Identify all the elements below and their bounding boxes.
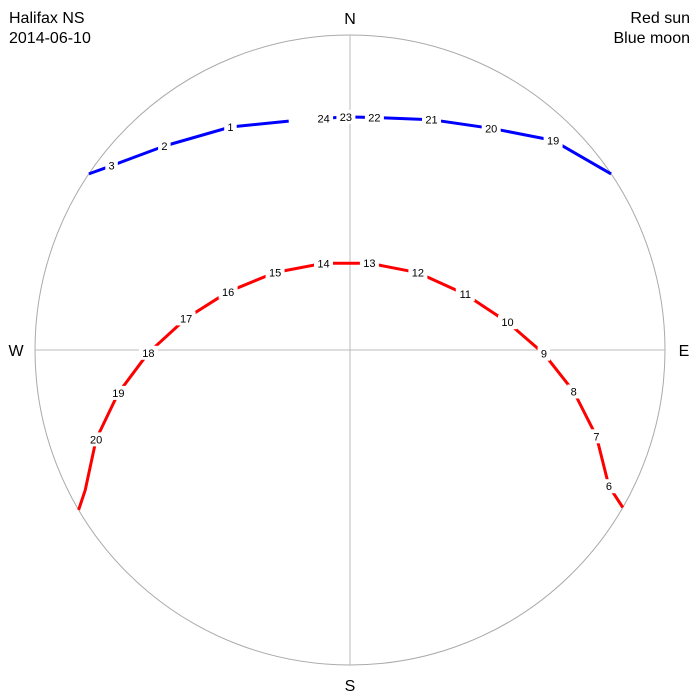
sun-hour-label: 20 (90, 434, 102, 446)
sun-hour-label: 8 (571, 387, 577, 399)
moon-hour-label: 19 (547, 135, 559, 147)
sun-hour-label: 9 (541, 349, 547, 361)
sun-hour-label: 12 (412, 268, 424, 280)
sun-hour-label: 17 (180, 313, 192, 325)
moon-track-1 (89, 121, 289, 174)
sun-hour-label: 6 (606, 481, 612, 493)
moon-track-0 (324, 117, 611, 174)
sun-hour-label: 16 (222, 287, 234, 299)
sun-hour-label: 13 (363, 258, 375, 270)
moon-hour-label: 24 (317, 113, 329, 125)
moon-hour-label: 21 (425, 115, 437, 127)
moon-hour-label: 3 (109, 161, 115, 173)
tracks-layer (79, 117, 623, 510)
moon-hour-label: 20 (485, 123, 497, 135)
moon-hour-label: 1 (227, 122, 233, 134)
sun-hour-label: 15 (269, 268, 281, 280)
sun-track-0 (79, 263, 623, 510)
compass-east: E (679, 343, 690, 360)
sun-hour-label: 11 (460, 289, 471, 301)
moon-hour-label: 23 (340, 112, 352, 124)
moon-hour-label: 2 (161, 141, 167, 153)
sun-hour-label: 10 (501, 317, 513, 329)
moon-hour-label: 22 (368, 113, 380, 125)
compass-south: S (345, 678, 356, 695)
compass-north: N (344, 11, 356, 28)
sun-hour-label: 19 (112, 388, 124, 400)
sun-hour-label: 18 (142, 348, 154, 360)
sun-hour-label: 7 (593, 431, 599, 443)
sun-hour-label: 14 (317, 258, 329, 270)
hour-labels-layer: 6789101112131415161718192019202122232412… (87, 110, 616, 493)
compass-west: W (8, 343, 24, 360)
